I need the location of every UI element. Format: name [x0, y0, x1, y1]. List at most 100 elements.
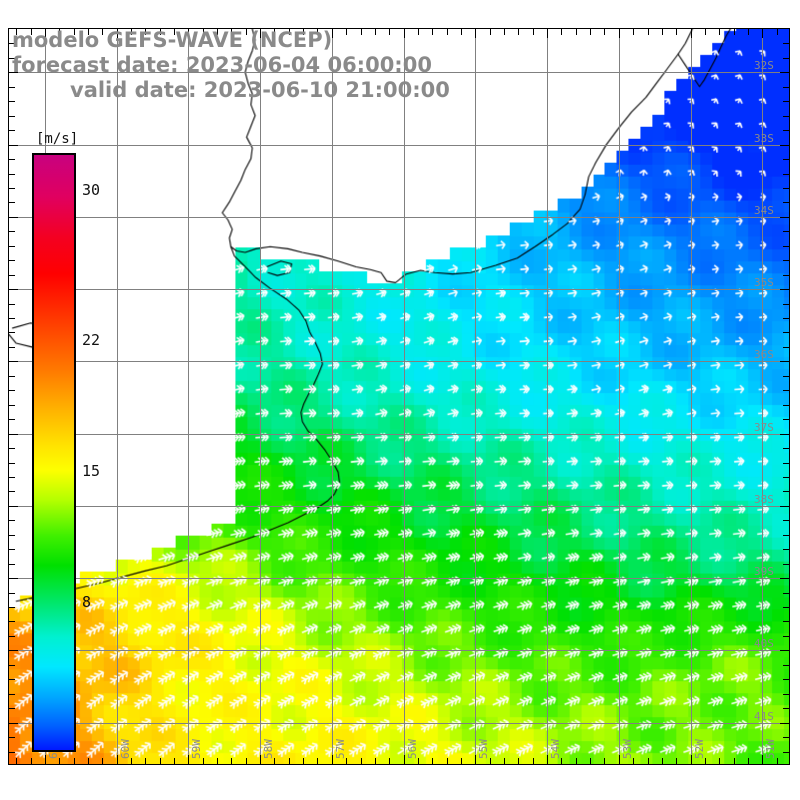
colorbar-tick-label: 30	[82, 181, 101, 200]
axis-tick	[504, 29, 505, 35]
axis-tick	[31, 29, 32, 35]
axis-tick	[246, 758, 247, 764]
axis-tick	[783, 535, 789, 536]
colorbar-tick-label: 15	[82, 462, 101, 481]
axis-tick	[561, 29, 562, 35]
axis-tick	[783, 390, 789, 391]
axis-tick	[619, 755, 620, 764]
axis-tick	[260, 755, 261, 764]
axis-tick	[783, 275, 789, 276]
axis-tick	[9, 116, 15, 117]
axis-tick	[576, 758, 577, 764]
axis-tick	[9, 665, 15, 666]
axis-tick	[131, 758, 132, 764]
axis-tick	[783, 87, 789, 88]
axis-tick	[662, 29, 663, 35]
axis-tick	[748, 29, 749, 35]
axis-tick	[780, 289, 789, 290]
axis-tick	[9, 58, 15, 59]
axis-tick	[88, 29, 89, 35]
axis-tick	[780, 145, 789, 146]
axis-tick	[9, 520, 15, 521]
axis-tick	[9, 304, 15, 305]
axis-tick	[9, 607, 15, 608]
axis-tick	[88, 758, 89, 764]
colorbar-tick-label: 22	[82, 331, 101, 350]
axis-tick	[705, 29, 706, 35]
axis-tick	[783, 549, 789, 550]
axis-tick	[346, 29, 347, 35]
axis-tick	[9, 87, 15, 88]
axis-tick	[9, 260, 15, 261]
axis-tick	[203, 29, 204, 35]
axis-tick	[783, 332, 789, 333]
axis-tick	[317, 758, 318, 764]
axis-tick	[447, 758, 448, 764]
axis-tick	[719, 758, 720, 764]
axis-tick	[475, 29, 476, 38]
axis-tick	[9, 564, 15, 565]
axis-tick	[783, 202, 789, 203]
axis-tick	[648, 758, 649, 764]
axis-tick	[9, 679, 15, 680]
axis-tick	[404, 755, 405, 764]
axis-tick	[174, 29, 175, 35]
axis-tick	[74, 29, 75, 35]
axis-tick	[783, 116, 789, 117]
axis-tick	[160, 758, 161, 764]
axis-tick	[576, 29, 577, 35]
axis-tick	[9, 130, 15, 131]
axis-tick	[719, 29, 720, 35]
axis-tick	[231, 29, 232, 35]
axis-tick	[604, 758, 605, 764]
axis-tick	[9, 202, 15, 203]
axis-tick	[432, 758, 433, 764]
axis-tick	[762, 29, 763, 38]
axis-tick	[461, 29, 462, 35]
axis-tick	[188, 755, 189, 764]
axis-tick	[289, 29, 290, 35]
axis-tick	[783, 463, 789, 464]
axis-tick	[375, 29, 376, 35]
axis-tick	[662, 758, 663, 764]
axis-tick	[9, 188, 15, 189]
axis-tick	[9, 174, 15, 175]
axis-tick	[518, 29, 519, 35]
axis-tick	[783, 708, 789, 709]
axis-tick	[780, 217, 789, 218]
axis-tick	[783, 737, 789, 738]
axis-tick	[9, 434, 18, 435]
axis-tick	[783, 188, 789, 189]
colorbar-gradient	[32, 153, 76, 752]
axis-tick	[783, 130, 789, 131]
axis-tick	[461, 758, 462, 764]
axis-tick	[590, 758, 591, 764]
axis-tick	[9, 145, 18, 146]
axis-tick	[389, 758, 390, 764]
axis-tick	[9, 593, 15, 594]
axis-tick	[303, 758, 304, 764]
axis-tick	[780, 650, 789, 651]
axis-tick	[9, 101, 15, 102]
axis-tick	[260, 29, 261, 38]
axis-tick	[361, 758, 362, 764]
axis-tick	[604, 29, 605, 35]
axis-tick	[783, 694, 789, 695]
axis-tick	[131, 29, 132, 35]
axis-tick	[783, 231, 789, 232]
axis-tick	[418, 29, 419, 35]
axis-tick	[9, 72, 18, 73]
axis-tick	[734, 758, 735, 764]
axis-tick	[432, 29, 433, 35]
axis-tick	[783, 318, 789, 319]
axis-tick	[289, 758, 290, 764]
axis-tick	[389, 29, 390, 35]
axis-tick	[9, 376, 15, 377]
axis-tick	[346, 758, 347, 764]
axis-tick	[783, 593, 789, 594]
axis-tick	[734, 29, 735, 35]
axis-tick	[783, 448, 789, 449]
axis-tick	[783, 636, 789, 637]
axis-tick	[783, 58, 789, 59]
axis-tick	[217, 29, 218, 35]
